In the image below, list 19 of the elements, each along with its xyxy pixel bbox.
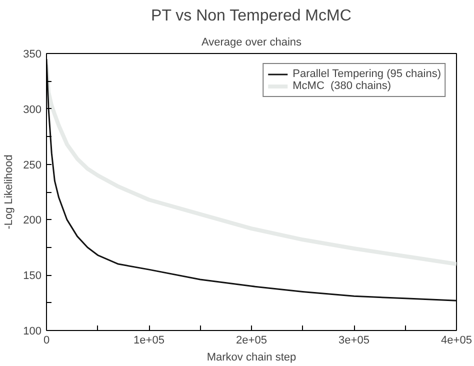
y-tick-label: 100 [23, 326, 42, 338]
line-series [46, 58, 456, 302]
chart-title: PT vs Non Tempered McMC [151, 8, 352, 24]
x-tick-label: 3e+05 [338, 334, 370, 346]
y-tick-label: 350 [23, 48, 42, 60]
legend-label: Parallel Tempering (95 chains) [292, 68, 441, 80]
y-axis-title: -Log Likelihood [3, 154, 16, 230]
y-tick-label: 150 [23, 270, 42, 282]
line-series [46, 62, 456, 266]
y-tick-label: 200 [23, 214, 42, 227]
x-axis-title: Markov chain step [206, 352, 296, 364]
x-tick-label: 4e+05 [441, 334, 472, 346]
legend-label: McMC (380 chains) [292, 80, 392, 92]
x-tick-label: 1e+05 [134, 334, 164, 346]
x-tick-label: 2e+05 [236, 334, 267, 346]
y-tick-label: 250 [23, 159, 42, 172]
y-tick-label: 300 [23, 104, 42, 116]
chart-subtitle: Average over chains [201, 36, 302, 48]
x-tick-label: 0 [43, 334, 50, 346]
